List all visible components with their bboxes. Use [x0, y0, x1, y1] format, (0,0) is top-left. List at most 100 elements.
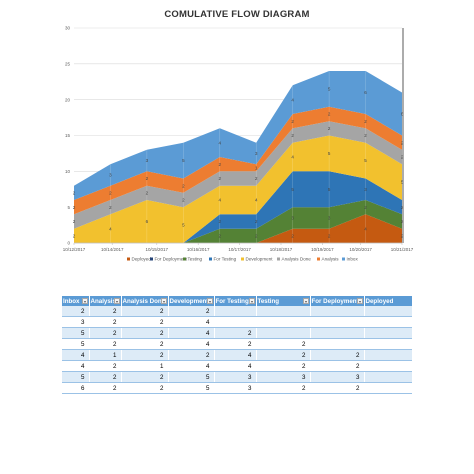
- table-cell[interactable]: 2: [89, 371, 122, 383]
- table-cell[interactable]: 5: [168, 382, 215, 394]
- table-cell[interactable]: 1: [121, 360, 169, 372]
- table-cell[interactable]: 3: [214, 382, 257, 394]
- filter-dropdown-icon[interactable]: [248, 298, 255, 304]
- table-cell[interactable]: 2: [256, 382, 311, 394]
- filter-dropdown-icon[interactable]: [356, 298, 363, 304]
- table-cell[interactable]: 4: [364, 382, 412, 394]
- table-cell[interactable]: 2: [89, 306, 122, 317]
- table-cell[interactable]: [364, 327, 412, 339]
- table-cell[interactable]: 2: [310, 349, 365, 361]
- table-cell[interactable]: 2: [364, 393, 412, 394]
- table-cell[interactable]: 2: [256, 360, 311, 372]
- table-cell[interactable]: 4: [62, 360, 90, 372]
- table-cell[interactable]: 4: [168, 338, 215, 350]
- data-label: 5: [328, 187, 331, 192]
- table-cell[interactable]: 2: [364, 360, 412, 372]
- filter-dropdown-icon[interactable]: [81, 298, 88, 304]
- table-cell[interactable]: 5: [168, 393, 215, 394]
- table-cell[interactable]: 2: [121, 349, 169, 361]
- column-header[interactable]: Inbox: [62, 296, 90, 306]
- data-label: 4: [255, 198, 258, 203]
- table-cell[interactable]: 2: [168, 306, 215, 317]
- table-cell[interactable]: [364, 306, 412, 317]
- table-cell[interactable]: 2: [121, 338, 169, 350]
- table-cell[interactable]: 2: [310, 382, 365, 394]
- table-cell[interactable]: [214, 316, 257, 328]
- table-cell[interactable]: 2: [121, 316, 169, 328]
- filter-dropdown-icon[interactable]: [113, 298, 120, 304]
- table-cell[interactable]: 1: [89, 349, 122, 361]
- table-cell[interactable]: 2: [89, 327, 122, 339]
- table-cell[interactable]: 3: [214, 371, 257, 383]
- table-cell[interactable]: [364, 316, 412, 328]
- table-cell[interactable]: 4: [168, 316, 215, 328]
- table-cell[interactable]: 6: [62, 382, 90, 394]
- table-cell[interactable]: [310, 316, 365, 328]
- table-cell[interactable]: 2: [214, 338, 257, 350]
- filter-dropdown-icon[interactable]: [302, 298, 309, 304]
- table-cell[interactable]: [256, 316, 311, 328]
- column-header[interactable]: For Testing: [214, 296, 257, 306]
- table-cell[interactable]: 4: [214, 349, 257, 361]
- area-inbox: [74, 71, 402, 200]
- table-cell[interactable]: 2: [62, 306, 90, 317]
- data-label: 2: [255, 176, 258, 181]
- table-cell[interactable]: [256, 306, 311, 317]
- table-cell[interactable]: 4: [214, 360, 257, 372]
- table-cell[interactable]: 2: [214, 327, 257, 339]
- legend-swatch: [277, 257, 280, 261]
- table-cell[interactable]: 5: [62, 371, 90, 383]
- table-cell[interactable]: 2: [310, 360, 365, 372]
- table-cell[interactable]: 3: [256, 371, 311, 383]
- table-cell[interactable]: [364, 349, 412, 361]
- table-cell[interactable]: [364, 338, 412, 350]
- table-cell[interactable]: [310, 338, 365, 350]
- column-header[interactable]: For Deployment: [310, 296, 365, 306]
- data-label: 2: [109, 205, 112, 210]
- table-cell[interactable]: 2: [89, 360, 122, 372]
- table-cell[interactable]: 4: [168, 327, 215, 339]
- table-cell[interactable]: [214, 306, 257, 317]
- column-header[interactable]: Deployed: [364, 296, 412, 306]
- table-cell[interactable]: 2: [256, 338, 311, 350]
- table-cell[interactable]: 5: [62, 327, 90, 339]
- table-cell[interactable]: 3: [62, 316, 90, 328]
- table-cell[interactable]: 2: [121, 306, 169, 317]
- column-header[interactable]: Development: [168, 296, 215, 306]
- table-cell[interactable]: 2: [121, 327, 169, 339]
- table-cell[interactable]: 5: [62, 338, 90, 350]
- column-header-label: For Deployment: [311, 297, 359, 305]
- table-cell[interactable]: 2: [89, 316, 122, 328]
- table-cell[interactable]: 2: [256, 393, 311, 394]
- legend-label: Development: [246, 257, 274, 262]
- table-cell[interactable]: [310, 306, 365, 317]
- table-cell[interactable]: 4: [214, 393, 257, 394]
- table-cell[interactable]: 4: [168, 360, 215, 372]
- table-cell[interactable]: 2: [256, 349, 311, 361]
- table-cell[interactable]: 2: [121, 393, 169, 394]
- table-cell[interactable]: 4: [62, 349, 90, 361]
- column-header[interactable]: Testing: [256, 296, 311, 306]
- column-header[interactable]: Analysis Done: [121, 296, 169, 306]
- table-cell[interactable]: 2: [121, 371, 169, 383]
- data-label: 2: [328, 126, 331, 131]
- table-cell[interactable]: 3: [310, 371, 365, 383]
- table-cell[interactable]: 2: [364, 371, 412, 383]
- table-cell[interactable]: 2: [168, 349, 215, 361]
- table-cell[interactable]: 6: [62, 393, 90, 394]
- table-cell[interactable]: 2: [89, 393, 122, 394]
- filter-dropdown-icon[interactable]: [160, 298, 167, 304]
- table-cell[interactable]: 2: [89, 382, 122, 394]
- table-cell[interactable]: [310, 327, 365, 339]
- x-tick-label: 10/15/2017: [146, 247, 169, 252]
- column-header[interactable]: Analysis: [89, 296, 122, 306]
- table-cell[interactable]: 2: [310, 393, 365, 394]
- table-cell[interactable]: 5: [168, 371, 215, 383]
- legend-swatch: [183, 257, 186, 261]
- area-development: [74, 135, 402, 243]
- table-cell[interactable]: 2: [121, 382, 169, 394]
- filter-dropdown-icon[interactable]: [206, 298, 213, 304]
- table-cell[interactable]: 2: [89, 338, 122, 350]
- table-cell[interactable]: [256, 327, 311, 339]
